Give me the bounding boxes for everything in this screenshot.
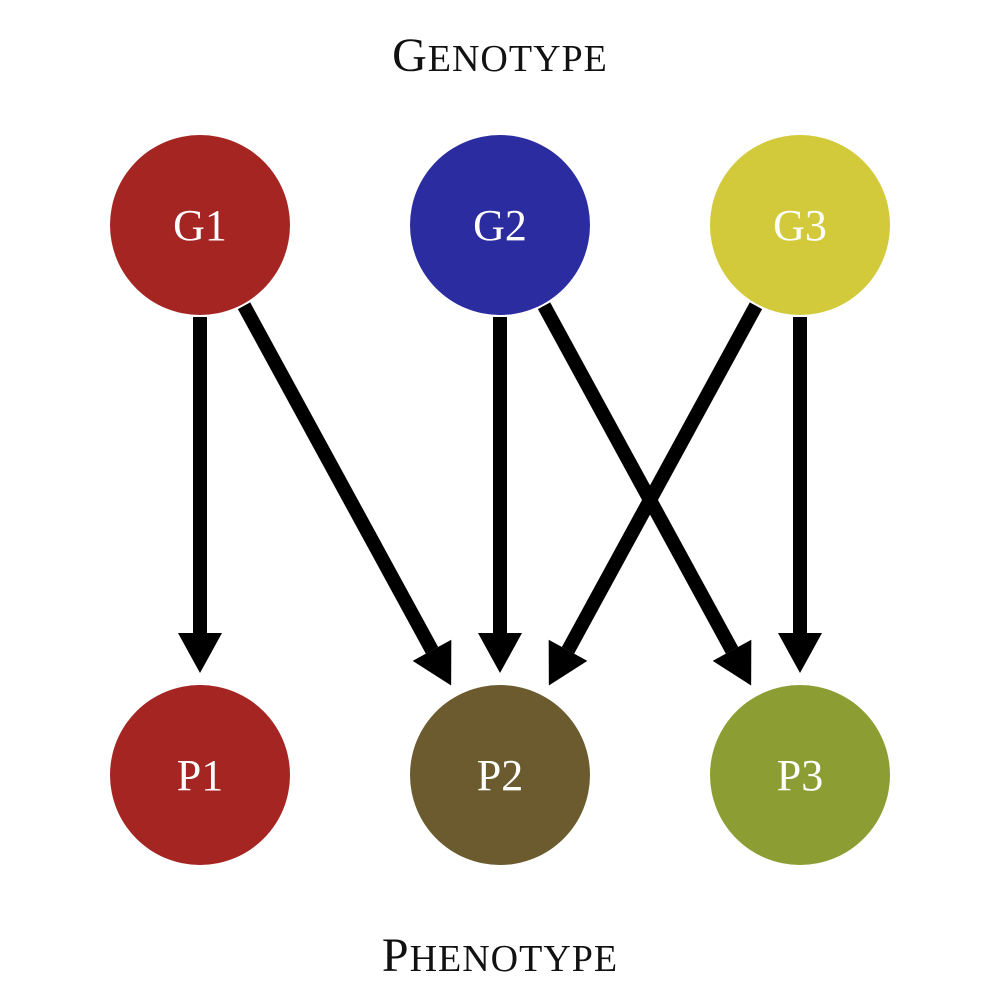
title-bottom: PHENOTYPE — [0, 928, 1000, 983]
title-bottom-rest: HENOTYPE — [410, 938, 619, 980]
edge-g1-p2 — [244, 306, 451, 686]
title-top-initial: G — [392, 29, 428, 82]
edge-g2-p2 — [478, 317, 522, 673]
edge-g1-p1 — [178, 317, 222, 673]
node-label-g3: G3 — [773, 200, 827, 251]
node-g1: G1 — [110, 135, 290, 315]
node-g2: G2 — [410, 135, 590, 315]
edge-g3-p2 — [549, 306, 756, 686]
node-p3: P3 — [710, 685, 890, 865]
node-label-p3: P3 — [777, 750, 823, 801]
diagram-canvas: GENOTYPE G1 G2 G3 P1 P2 P3 PHENOTYPE — [0, 0, 1000, 1000]
node-g3: G3 — [710, 135, 890, 315]
node-p1: P1 — [110, 685, 290, 865]
edge-g2-p3 — [544, 306, 751, 686]
node-label-g2: G2 — [473, 200, 527, 251]
edge-g3-p3 — [778, 317, 822, 673]
title-top: GENOTYPE — [0, 28, 1000, 83]
title-top-rest: ENOTYPE — [428, 38, 608, 80]
node-p2: P2 — [410, 685, 590, 865]
node-label-p2: P2 — [477, 750, 523, 801]
node-label-p1: P1 — [177, 750, 223, 801]
title-bottom-initial: P — [382, 929, 410, 982]
node-label-g1: G1 — [173, 200, 227, 251]
